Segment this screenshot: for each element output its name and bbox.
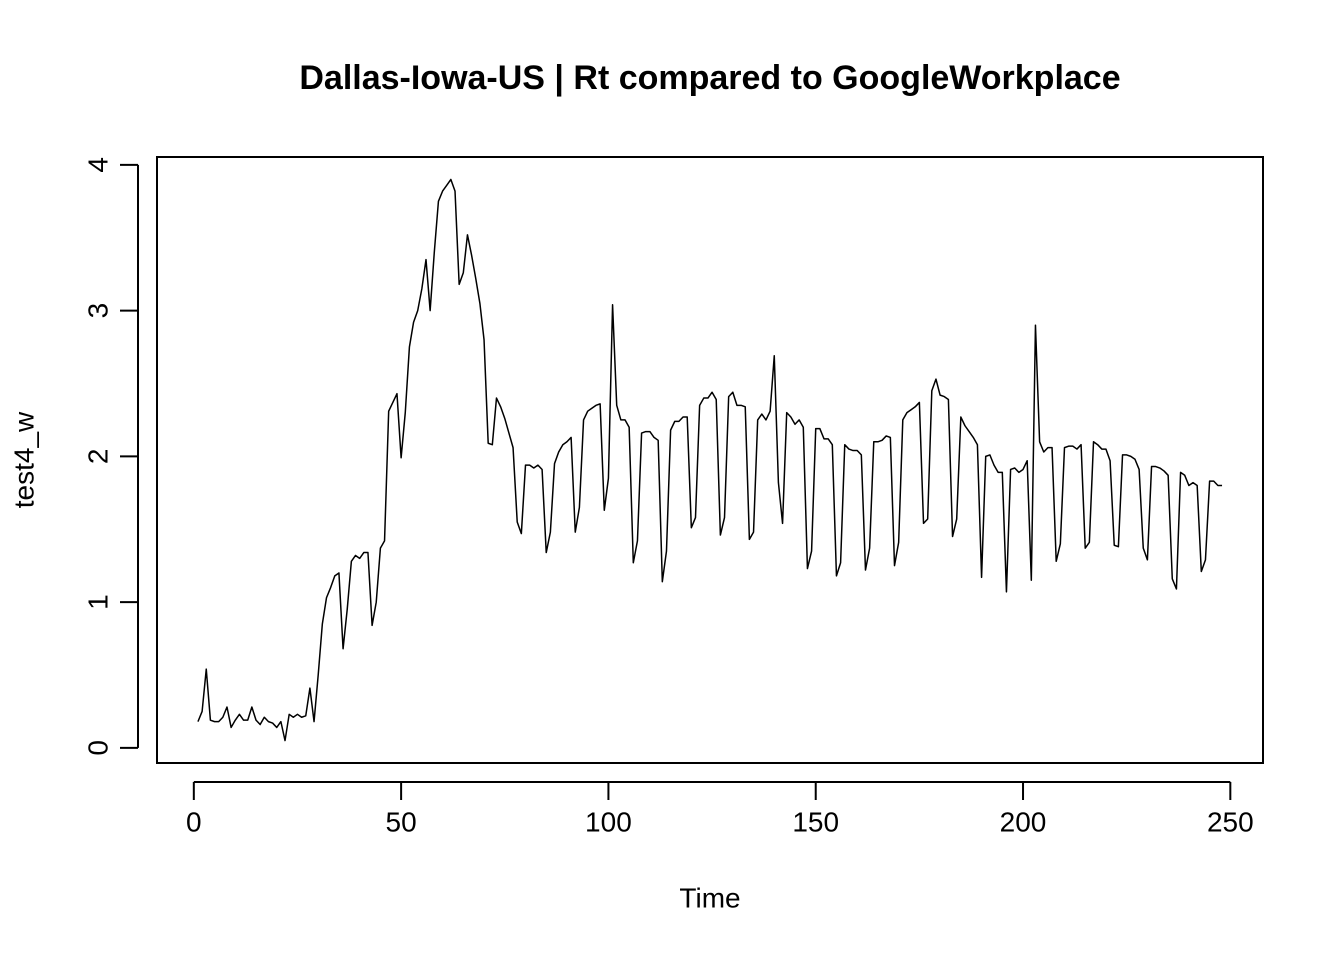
y-tick-label: 3 [82,303,113,319]
y-tick-label: 0 [82,740,113,756]
x-tick-label: 0 [186,806,202,837]
y-tick-label: 1 [82,594,113,610]
x-tick-label: 200 [1000,806,1047,837]
x-axis-title: Time [679,882,740,913]
x-tick-label: 250 [1207,806,1254,837]
data-line [197,178,1223,742]
x-tick-label: 100 [585,806,632,837]
y-tick-label: 2 [82,449,113,465]
chart-title: Dallas-Iowa-US | Rt compared to GoogleWo… [299,59,1120,97]
y-axis-title: test4_w [8,411,39,508]
plot-frame [156,156,1264,764]
y-tick-label: 4 [82,157,113,173]
x-tick-label: 150 [792,806,839,837]
x-tick-label: 50 [386,806,417,837]
